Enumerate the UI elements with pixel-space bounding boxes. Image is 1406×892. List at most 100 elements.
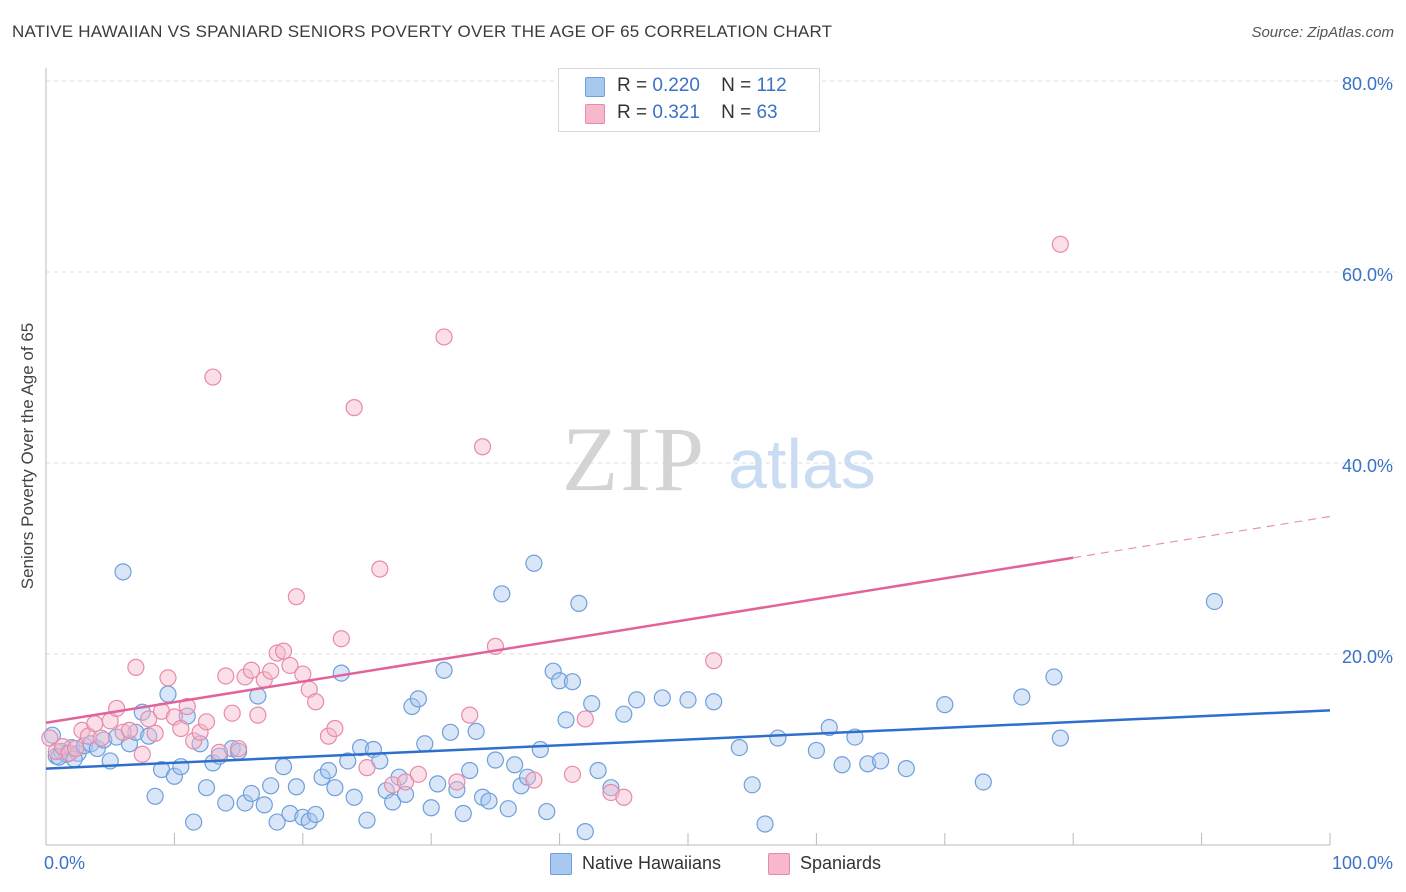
- spaniard-point: [120, 721, 139, 740]
- native-hawaiian-point: [287, 778, 305, 796]
- native-hawaiian-point: [544, 662, 562, 680]
- native-hawaiian-point: [326, 779, 344, 797]
- spaniard-point: [185, 732, 203, 750]
- native-hawaiian-point: [563, 673, 582, 691]
- spaniard-point: [563, 765, 582, 783]
- legend-swatch-pink: [585, 104, 605, 124]
- spaniard-point: [249, 706, 267, 724]
- spaniard-point: [281, 656, 299, 675]
- spaniard-point: [461, 706, 479, 724]
- native-hawaiian-point: [1045, 668, 1063, 686]
- native-hawaiian-point: [88, 739, 106, 758]
- spaniard-point: [435, 328, 453, 346]
- native-hawaiian-point: [422, 799, 440, 817]
- spaniard-trendline: [45, 556, 1074, 724]
- spaniard-point: [197, 713, 216, 731]
- spaniard-point: [268, 644, 286, 662]
- spaniard-point: [191, 723, 209, 741]
- spaniard-point: [345, 399, 363, 417]
- native-hawaiian-point: [319, 761, 338, 780]
- data-points: [41, 235, 1224, 841]
- spaniard-point: [448, 773, 466, 791]
- native-hawaiian-point: [217, 794, 235, 812]
- spaniard-point: [217, 667, 235, 685]
- spaniard-point: [287, 588, 305, 606]
- legend-n-label: N =: [721, 75, 752, 96]
- native-hawaiian-point: [936, 696, 954, 714]
- native-hawaiian-point: [602, 779, 620, 797]
- native-hawaiian-point: [236, 794, 254, 812]
- spaniard-point: [86, 715, 104, 733]
- tick-labels: 20.0% 40.0% 60.0% 80.0% 0.0% 100.0%: [44, 74, 1393, 873]
- chart-title: NATIVE HAWAIIAN VS SPANIARD SENIORS POVE…: [12, 22, 833, 41]
- spaniard-point: [140, 710, 158, 728]
- native-hawaiian-point: [506, 756, 524, 774]
- native-hawaiian-point: [467, 722, 485, 740]
- legend-swatch-blue: [585, 77, 605, 97]
- spaniard-point: [473, 438, 492, 456]
- spaniard-point: [210, 743, 228, 761]
- native-hawaiian-point: [384, 793, 402, 811]
- native-hawaiian-point: [769, 729, 787, 747]
- native-hawaiian-point: [274, 758, 293, 776]
- spaniard-point: [242, 661, 261, 679]
- watermark: ZIP atlas: [562, 408, 876, 510]
- native-hawaiian-point: [589, 761, 607, 780]
- native-hawaiian-point: [531, 740, 549, 759]
- watermark-zip: ZIP: [562, 408, 706, 510]
- native-hawaiian-point: [480, 792, 498, 810]
- spaniard-point: [1051, 235, 1069, 253]
- native-hawaiian-point: [820, 718, 838, 737]
- native-hawaiian-point: [242, 784, 261, 803]
- spaniard-point: [384, 776, 402, 794]
- spaniard-point: [133, 745, 151, 763]
- native-hawaiian-point: [897, 759, 915, 778]
- native-hawaiian-point: [743, 776, 761, 794]
- spaniard-point: [409, 765, 427, 783]
- axes: [45, 68, 1331, 846]
- y-tick-label: 60.0%: [1342, 265, 1393, 285]
- native-hawaiian-point: [43, 726, 62, 744]
- native-hawaiian-point: [416, 735, 434, 753]
- native-hawaiian-point: [807, 741, 826, 760]
- source-label[interactable]: Source: ZipAtlas.com: [1251, 24, 1394, 41]
- spaniard-point: [615, 788, 633, 806]
- spaniard-point: [54, 738, 72, 756]
- spaniard-point: [274, 642, 293, 660]
- y-tick-label: 40.0%: [1342, 456, 1393, 476]
- series-swatch-pink: [768, 853, 790, 875]
- native-hawaiian-point: [583, 695, 601, 713]
- native-hawaiian-point: [974, 773, 992, 791]
- legend-n-value: 63: [756, 102, 778, 123]
- native-hawaiian-point: [146, 787, 164, 805]
- native-hawaiian-point: [351, 738, 370, 757]
- native-hawaiian-point: [1051, 729, 1069, 747]
- native-hawaiian-point: [114, 563, 132, 581]
- native-hawaiian-point: [1013, 688, 1031, 706]
- legend-r-label: R =: [617, 75, 648, 96]
- spaniard-point: [262, 662, 280, 680]
- native-hawaiian-point: [358, 811, 376, 829]
- native-hawaiian-point: [550, 672, 569, 690]
- spaniard-point: [127, 658, 145, 676]
- native-hawaiian-point: [197, 779, 216, 797]
- spaniard-point: [66, 739, 85, 758]
- spaniard-point: [576, 710, 594, 728]
- native-hawaiian-point: [628, 691, 646, 709]
- grid-lines: [46, 80, 1394, 655]
- native-hawaiian-point: [679, 691, 697, 709]
- series-legend: Native Hawaiians Spaniards: [0, 852, 1406, 878]
- spaniard-trendline-extension: [1073, 515, 1331, 559]
- spaniard-point: [92, 729, 110, 747]
- native-hawaiian-point: [705, 693, 723, 711]
- native-hawaiian-point: [461, 761, 479, 780]
- native-hawaiian-point: [165, 767, 183, 785]
- native-hawaiian-point: [204, 754, 222, 772]
- native-hawaiian-point: [557, 711, 575, 729]
- spaniard-point: [326, 719, 344, 738]
- native-hawaiian-point: [339, 752, 357, 770]
- spaniard-point: [146, 724, 164, 742]
- native-hawaiian-point: [429, 775, 447, 793]
- legend-n-value: 112: [756, 75, 787, 96]
